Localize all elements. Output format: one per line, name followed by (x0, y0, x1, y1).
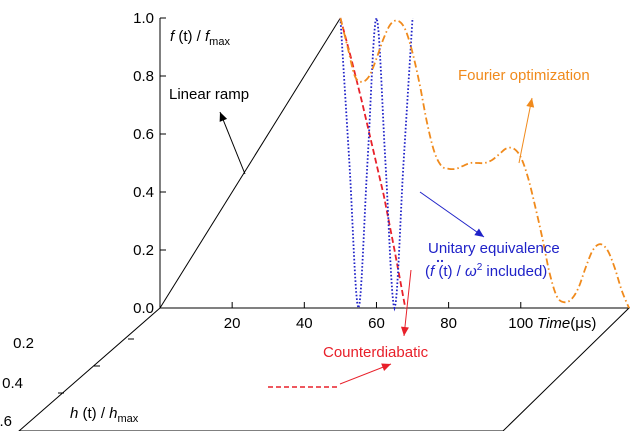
depth-axis-title: h (t) / hmax (70, 405, 139, 425)
fourier-arrow (518, 97, 535, 164)
depth-tick-label: 0.2 (13, 335, 34, 352)
y-tick-label: 0.6 (133, 126, 154, 143)
unitary-equivalence-label: Unitary equivalence (428, 240, 560, 257)
y-tick-label: 1.0 (133, 10, 154, 27)
x-tick-label: 60 (368, 315, 385, 332)
x-tick-label: 80 (440, 315, 457, 332)
y-tick-label: 0.2 (133, 242, 154, 259)
x-tick-label: 20 (224, 315, 241, 332)
x-tick-label: 40 (296, 315, 313, 332)
series-line-fourier-optimization (339, 17, 630, 309)
y-axis-title: f (t) / fmax (170, 28, 230, 48)
y-tick-label: 0.8 (133, 68, 154, 85)
annotations-group: Linear ramp Fourier optimization Unitary e… (169, 67, 590, 388)
linear-ramp-label: Linear ramp (169, 86, 249, 103)
axes-group: 1.0 0.8 0.6 0.4 0.2 0.0 20 40 60 80 100 Time(μs) f (… (0, 10, 629, 430)
linear-ramp-arrow (219, 111, 246, 175)
counterdiabatic-arrow-up (400, 269, 412, 337)
x-tick-label: 100 (508, 315, 533, 332)
ddot-mark (440, 259, 444, 263)
series-line-unitary-equivalence (339, 14, 414, 312)
depth-tick-label: 0.6 (0, 413, 12, 430)
depth-tick-label: 0.4 (2, 375, 23, 392)
series-line-counterdiabatic (339, 17, 407, 309)
fourier-optimization-label: Fourier optimization (458, 67, 590, 84)
ddot-mark (436, 259, 440, 263)
counterdiabatic-arrow-right (339, 363, 392, 385)
unitary-equivalence-sublabel: (f (t) / ω2 included) (425, 262, 547, 280)
y-tick-label: 0.0 (133, 300, 154, 317)
unitary-arrow (419, 191, 485, 238)
series-group (159, 14, 630, 312)
counterdiabatic-label: Counterdiabatic (323, 344, 429, 361)
series-line-linear-ramp (159, 17, 341, 309)
x-axis-title: Time(μs) (537, 315, 596, 332)
y-tick-label: 0.4 (133, 184, 154, 201)
